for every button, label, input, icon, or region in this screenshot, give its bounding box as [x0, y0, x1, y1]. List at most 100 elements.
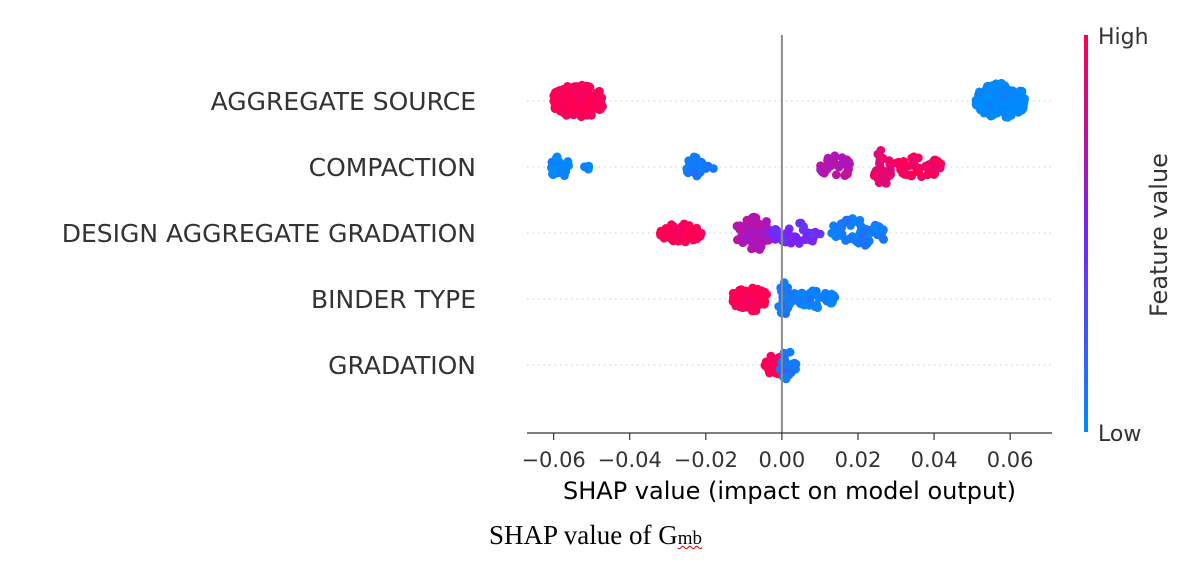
shap-point [731, 301, 741, 311]
shap-point [555, 86, 564, 95]
shap-point [799, 222, 808, 232]
shap-point [828, 293, 838, 303]
shap-point [760, 297, 770, 306]
shap-point [770, 235, 780, 244]
feature-label: COMPACTION [309, 153, 476, 182]
feature-label: GRADATION [328, 351, 476, 380]
shap-point [993, 81, 1003, 90]
shap-point [975, 103, 985, 113]
shap-point [766, 351, 776, 361]
shap-point [549, 97, 559, 107]
shap-point [677, 222, 687, 232]
shap-point [734, 222, 743, 232]
shap-point [755, 220, 765, 230]
shap-point [808, 236, 817, 246]
shap-point [783, 227, 793, 237]
shap-point [783, 361, 793, 370]
shap-point [998, 87, 1007, 96]
shap-point [876, 165, 885, 175]
shap-point [684, 221, 694, 230]
x-tick-label: −0.02 [674, 448, 738, 472]
shap-point [779, 348, 789, 358]
shap-summary-plot: AGGREGATE SOURCE COMPACTION DESIGN AGGREGA… [62, 25, 1173, 505]
x-axis-label: SHAP value (impact on model output) [563, 477, 1016, 505]
shap-point [577, 87, 587, 96]
shap-point [748, 283, 758, 293]
shap-point [996, 104, 1006, 113]
shap-point [845, 234, 854, 244]
shap-point [837, 229, 847, 239]
shap-point [595, 87, 604, 96]
shap-point [688, 235, 698, 245]
feature-label: BINDER TYPE [311, 285, 476, 314]
colorbar: High Low Feature value [1084, 25, 1173, 447]
shap-point [878, 233, 888, 243]
shap-point [825, 162, 835, 171]
shap-point [1015, 86, 1025, 96]
shap-point [739, 233, 748, 243]
x-tick-label: −0.06 [521, 448, 585, 472]
shap-point [837, 153, 847, 163]
shap-point [813, 292, 823, 301]
shap-point [908, 155, 918, 165]
shap-point [549, 164, 559, 173]
shap-point [988, 111, 997, 120]
x-axis: −0.06 −0.04 −0.02 0.00 0.02 0.04 0.06 [521, 432, 1052, 472]
shap-point [935, 163, 945, 173]
shap-point [855, 215, 865, 225]
shap-point [731, 290, 740, 300]
x-tick-label: 0.02 [835, 448, 882, 472]
shap-point [683, 230, 692, 240]
shap-point [690, 228, 699, 238]
shap-point [808, 286, 817, 296]
shap-point [560, 171, 569, 181]
shap-point [924, 160, 934, 170]
shap-point [701, 161, 711, 171]
shap-point [840, 171, 850, 181]
caption-text: SHAP value of G [488, 520, 678, 550]
shap-point [562, 110, 571, 120]
shap-point [1016, 103, 1025, 113]
colorbar-high-label: High [1098, 25, 1149, 50]
shap-point [771, 224, 780, 234]
colorbar-gradient [1084, 35, 1088, 432]
shap-point [831, 170, 841, 180]
shap-point [709, 164, 718, 173]
shap-point [907, 171, 916, 181]
shap-point [821, 291, 831, 301]
shap-point [689, 168, 699, 177]
shap-point [785, 292, 794, 302]
shap-point [754, 243, 764, 253]
shap-point [933, 157, 943, 166]
shap-point [669, 227, 679, 237]
shap-point [1013, 94, 1023, 103]
shap-point [845, 159, 854, 169]
feature-label: DESIGN AGGREGATE GRADATION [62, 219, 476, 248]
shap-point [895, 162, 905, 171]
colorbar-title: Feature value [1145, 153, 1173, 317]
shap-point [744, 296, 754, 306]
shap-point [791, 232, 801, 242]
shap-point [696, 228, 706, 238]
shap-point [885, 169, 894, 179]
shap-point [566, 93, 576, 103]
shap-point [973, 95, 983, 105]
shap-point [566, 104, 575, 113]
shap-point [879, 225, 888, 235]
shap-point [1008, 100, 1018, 109]
points-layer [547, 78, 1029, 384]
x-tick-label: −0.04 [598, 448, 662, 472]
shap-point [877, 154, 887, 164]
shap-point [880, 178, 890, 188]
feature-label: AGGREGATE SOURCE [211, 87, 476, 116]
shap-point [869, 171, 879, 181]
shap-point [796, 295, 806, 304]
x-tick-label: 0.04 [911, 448, 958, 472]
shap-point [860, 227, 870, 237]
shap-point [855, 237, 864, 247]
shap-point [557, 101, 567, 111]
shap-point [764, 364, 773, 374]
shap-point [988, 93, 998, 103]
shap-point [742, 215, 752, 225]
shap-point [598, 102, 607, 111]
